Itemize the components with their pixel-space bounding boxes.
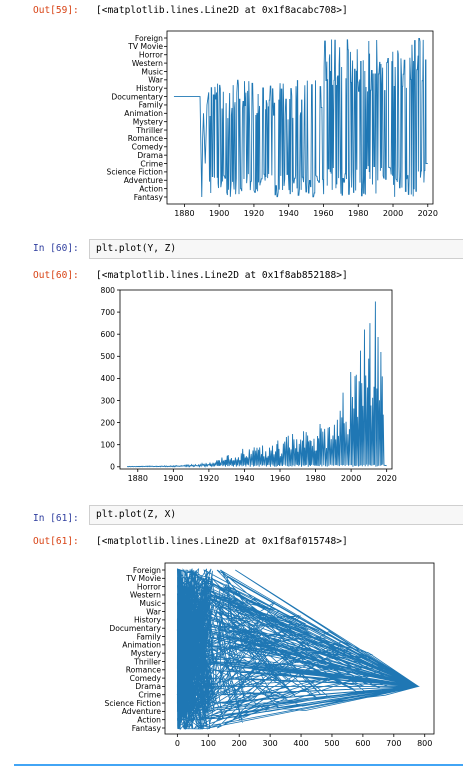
plot3-ytick-label: Comedy [130,674,162,683]
plot2-ytick-label: 800 [101,286,116,295]
plot2-ytick-label: 100 [101,440,116,449]
plot1-ytick-label: Adventure [124,176,164,185]
plot1-ytick-label: Mystery [133,117,164,126]
plot2-xtick-label: 1900 [163,474,183,483]
plot2-xtick-label: 1880 [128,474,148,483]
plot1-ytick-label: Fantasy [134,193,164,202]
plot3-ytick-label: Thriller [133,657,162,666]
plot1-ytick-label: Romance [128,134,164,143]
plot1-ytick-label: Crime [140,159,163,168]
plot1-xtick-label: 1920 [244,209,264,218]
plot2-xtick-label: 2000 [341,474,361,483]
code-text-61: plt.plot(Z, X) [96,509,177,520]
plot1-ytick-label: Western [132,59,163,68]
plot1-axes-frame [166,30,434,205]
out-prompt-60: Out[60]: [33,270,79,281]
plot1-xtick-label: 1900 [209,209,229,218]
out-prompt-59: Out[59]: [33,5,79,16]
in-prompt-61: In [61]: [33,513,79,524]
plot1-xtick-label: 1940 [279,209,299,218]
plot2-ytick-label: 700 [101,308,116,317]
out-prompt-61: Out[61]: [33,536,79,547]
plot2-ytick-label: 400 [101,374,116,383]
plot1-ytick-label: Foreign [135,34,163,43]
plot2-xtick-label: 1940 [234,474,254,483]
plot1-xtick-label: 1980 [348,209,368,218]
plot1-ytick-label: Horror [139,51,164,60]
plot1-ytick-label: Science Fiction [107,168,164,177]
output-text-61: [<matplotlib.lines.Line2D at 0x1f8af0157… [96,536,348,547]
code-input-61[interactable]: plt.plot(Z, X) [89,505,463,525]
plot3-ytick-label: Crime [138,691,161,700]
plot3-ytick-label: Drama [135,682,161,691]
plot1-xtick-label: 1880 [174,209,194,218]
plot3-xtick-label: 100 [201,739,216,748]
plot1-xtick-label: 2000 [383,209,403,218]
plot3-ytick-label: Family [137,632,162,641]
plot1-ytick-label: Thriller [135,126,164,135]
plot3-ytick-label: TV Movie [125,574,161,583]
plot3-xtick-label: 700 [386,739,401,748]
plot3-xtick-label: 400 [293,739,308,748]
plot2-series-line [127,301,387,468]
plot3-ytick-label: Foreign [133,566,161,575]
code-input-60[interactable]: plt.plot(Y, Z) [89,239,463,259]
plot3-xtick-label: 200 [232,739,247,748]
plot1-ytick-label: Comedy [132,143,164,152]
plot3-xtick-label: 600 [355,739,370,748]
plot1-xtick-label: 1960 [313,209,333,218]
line-plot-count-vs-year: 1880 1900 1920 1940 1960 1980 2000 2020 0 100 200 3… [101,286,397,483]
plot3-ytick-label: Science Fiction [105,699,162,708]
plot3-ytick-label: War [146,607,162,616]
plot3-ytick-label: Fantasy [132,724,162,733]
plot3-ytick-label: Documentary [109,624,161,633]
plot2-ytick-label: 200 [101,418,116,427]
plot1-ytick-label: TV Movie [127,42,163,51]
plot3-ytick-label: Western [130,591,161,600]
output-text-60: [<matplotlib.lines.Line2D at 0x1f8ab8521… [96,270,348,281]
plot1-ytick-label: Family [139,101,164,110]
plot3-axes-frame [164,562,435,735]
plot2-xtick-label: 1960 [270,474,290,483]
plot3-ytick-label: Adventure [122,707,162,716]
plot1-ytick-label: Documentary [111,92,163,101]
plot1-ytick-label: Music [141,67,163,76]
plot2-xtick-label: 1980 [305,474,325,483]
code-text-60: plt.plot(Y, Z) [96,243,177,254]
plot2-xtick-label: 2020 [376,474,396,483]
plot1-ytick-label: History [136,84,164,93]
plot3-ytick-label: Action [137,715,161,724]
plot3-ytick-label: Horror [137,582,162,591]
plot3-series-line [176,567,420,731]
plot1-series-line [173,37,428,198]
in-prompt-60: In [60]: [33,243,79,254]
plot3-xtick-label: 0 [175,739,180,748]
plot1-ytick-label: Drama [137,151,163,160]
plot3-ytick-label: Animation [122,641,161,650]
plot2-xtick-label: 1920 [199,474,219,483]
plot2-axes-frame [119,289,393,470]
plot2-ytick-label: 0 [110,463,115,472]
plot3-ytick-label: Mystery [131,649,162,658]
plot1-ytick-label: Animation [124,109,163,118]
plot1-ytick-label: War [148,76,164,85]
plot2-ytick-label: 300 [101,396,116,405]
cell-focus-border [14,764,463,766]
plot3-xtick-label: 800 [417,739,432,748]
plot1-xtick-label: 2020 [418,209,438,218]
plot3-ytick-label: History [134,616,162,625]
plot3-xtick-label: 500 [324,739,339,748]
plot1-ytick-label: Action [139,184,163,193]
output-text-59: [<matplotlib.lines.Line2D at 0x1f8acabc7… [96,5,348,16]
plot3-ytick-label: Music [139,599,161,608]
plot2-ytick-label: 500 [101,352,116,361]
plot2-ytick-label: 600 [101,330,116,339]
plot3-ytick-label: Romance [126,666,162,675]
plot3-xtick-label: 300 [262,739,277,748]
